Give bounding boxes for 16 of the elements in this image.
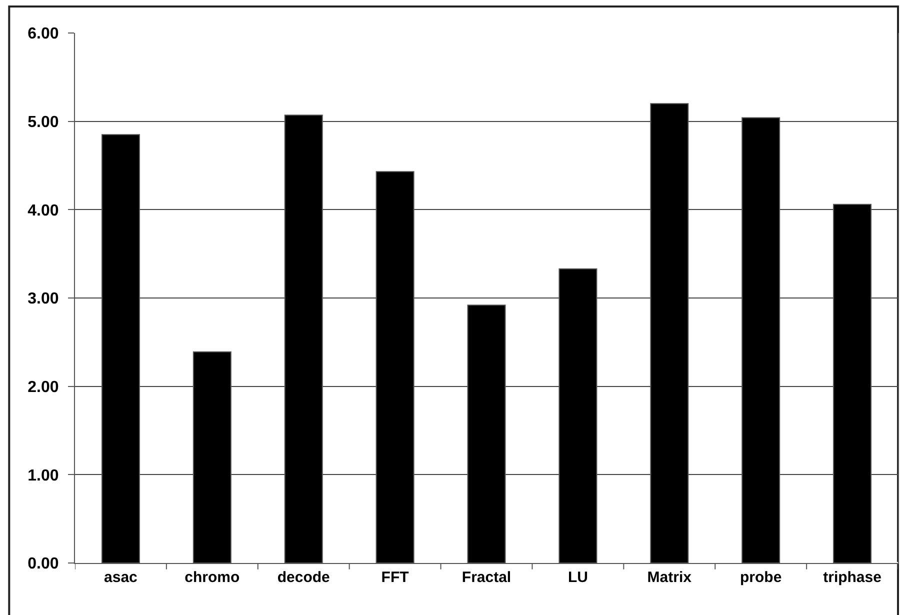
x-tick-label: triphase — [823, 569, 882, 586]
y-tick-label: 4.00 — [28, 202, 59, 220]
y-tick-label: 3.00 — [28, 290, 59, 308]
y-tick-label: 5.00 — [28, 114, 59, 131]
x-tick-label: Fractal — [462, 569, 512, 586]
x-tick-label: FFT — [381, 569, 409, 586]
x-tick-label: asac — [104, 569, 138, 586]
x-tick-label: LU — [568, 569, 588, 586]
y-tick-label: 1.00 — [28, 467, 59, 484]
x-tick-label: decode — [277, 569, 330, 586]
x-tick-label: probe — [740, 569, 782, 586]
x-tick-label: chromo — [184, 569, 240, 586]
y-tick-label: 2.00 — [28, 378, 59, 396]
y-tick-label: 0.00 — [28, 556, 59, 573]
y-tick-label: 6.00 — [28, 26, 59, 43]
x-tick-label: Matrix — [647, 569, 692, 586]
